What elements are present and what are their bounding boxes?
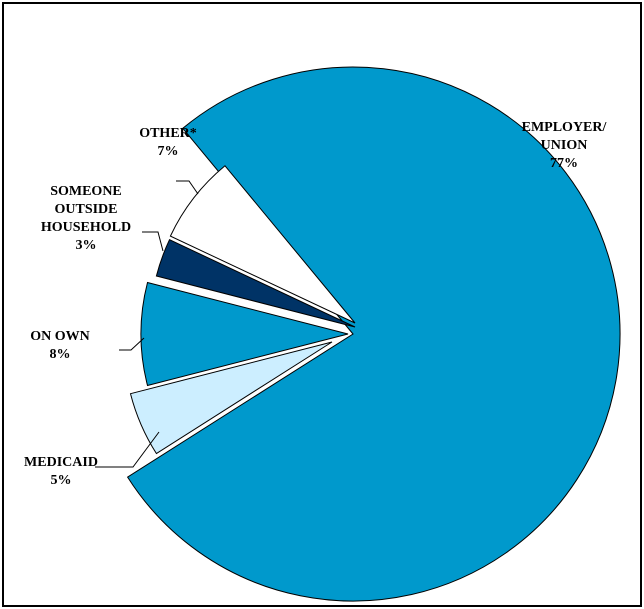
pie-slice-other <box>169 165 356 324</box>
slice-label-line: UNION <box>541 138 588 153</box>
leader-line <box>119 337 145 351</box>
slice-label-line: EMPLOYER/ <box>522 120 608 135</box>
slice-label: EMPLOYER/UNION 77% <box>522 120 608 171</box>
leader-line <box>142 231 164 252</box>
slice-label-line: MEDICAID <box>24 455 98 470</box>
pie-slice-someone-outside-household <box>155 239 356 328</box>
slice-label-line: 3% <box>76 238 97 253</box>
leader-line <box>176 180 199 195</box>
slice-label-line: 5% <box>51 473 72 488</box>
slice-label: MEDICAID 5% <box>24 455 98 488</box>
slice-label: OTHER* 7% <box>139 126 197 159</box>
slice-label-line: OUTSIDE <box>54 202 117 217</box>
pie-chart: EMPLOYER/UNION 77% MEDICAID 5% ON OWN 8% SOMEO… <box>24 66 621 602</box>
slice-label-line: 7% <box>158 144 179 159</box>
leader-line <box>95 431 160 468</box>
slice-label: SOMEONE OUTSIDE HOUSEHOLD 3% <box>41 184 131 253</box>
pie-slice-on-own <box>140 281 349 387</box>
slice-label-line: 77% <box>550 156 578 171</box>
slice-label-line: 8% <box>50 347 71 362</box>
pie-slice-medicaid <box>129 341 333 455</box>
slice-label-line: HOUSEHOLD <box>41 220 131 235</box>
slice-label: ON OWN 8% <box>30 329 90 362</box>
slice-label-line: OTHER* <box>139 126 197 141</box>
slice-label-line: ON OWN <box>30 329 90 344</box>
slice-label-line: SOMEONE <box>50 184 122 199</box>
